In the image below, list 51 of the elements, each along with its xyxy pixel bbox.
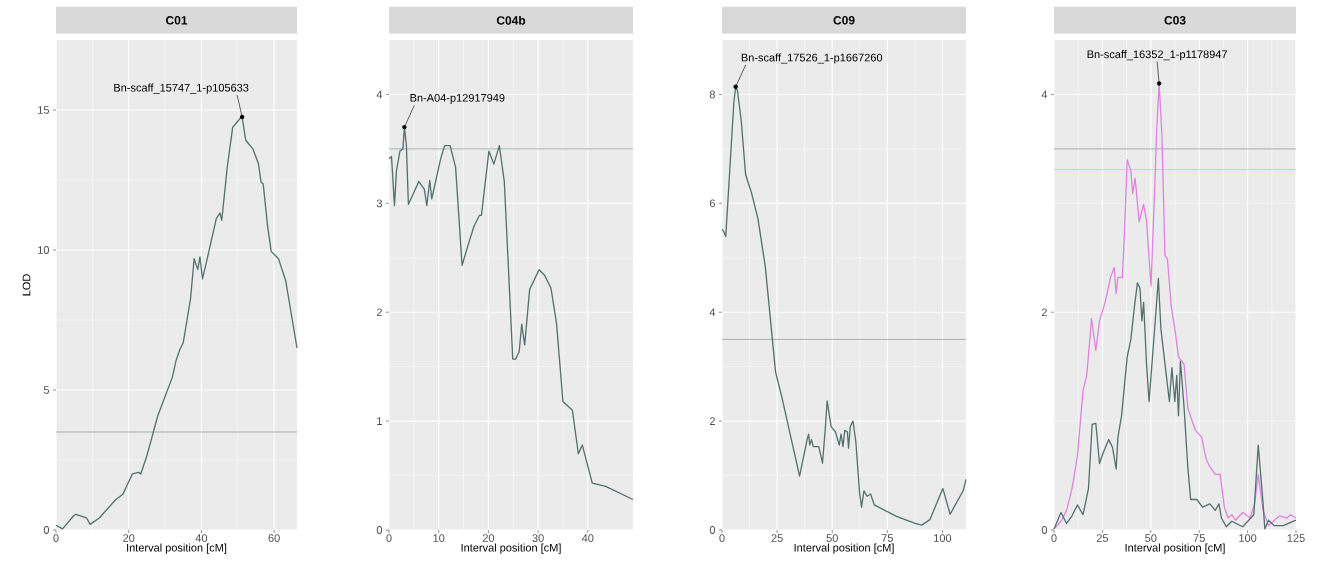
x-axis-title: Interval position [cM] — [1125, 543, 1225, 554]
chart-title: C04b — [496, 15, 526, 25]
y-tick-label: 3 — [376, 199, 382, 208]
chart-title: C03 — [1164, 16, 1186, 25]
y-tick-label: 1 — [377, 417, 382, 425]
chart-title: C01 — [165, 16, 188, 25]
y-tick-label: 2 — [376, 308, 382, 317]
x-tick-label: 100 — [1239, 534, 1257, 542]
x-tick-label: 0 — [53, 534, 59, 542]
x-tick-label: 0 — [386, 534, 392, 542]
annotation: Bn-scaff_15747_1-p105633 — [114, 83, 249, 94]
x-tick-label: 10 — [433, 534, 445, 542]
y-tick-label: 4 — [376, 90, 383, 99]
annotation: Bn-A04-p12917949 — [410, 93, 505, 104]
y-tick-label: 4 — [709, 308, 716, 316]
y-tick-label: 8 — [709, 90, 715, 99]
x-axis-title: Interval position [cM] — [127, 543, 227, 554]
x-tick-label: 40 — [195, 534, 208, 542]
x-axis-title: Interval position [cM] — [794, 543, 894, 554]
line-series — [1053, 277, 1297, 530]
x-tick-label: 30 — [532, 534, 544, 542]
y-tick-label: 0 — [1041, 526, 1048, 534]
x-tick-label: 50 — [826, 534, 838, 542]
y-axis-title: LOD — [22, 274, 31, 296]
x-tick-label: 100 — [934, 534, 952, 542]
y-tick-label: 0 — [43, 526, 50, 534]
x-tick-label: 20 — [482, 534, 495, 542]
x-axis-title: Interval position [cM] — [461, 543, 561, 554]
x-tick-label: 0 — [719, 534, 725, 542]
y-tick-label: 15 — [38, 106, 50, 114]
y-tick-label: 10 — [38, 246, 50, 254]
y-tick-label: 0 — [709, 526, 716, 534]
x-tick-label: 25 — [1096, 534, 1109, 542]
x-tick-label: 125 — [1287, 534, 1305, 542]
x-tick-label: 40 — [581, 534, 594, 542]
y-tick-label: 2 — [1041, 308, 1047, 317]
x-tick-label: 60 — [268, 534, 280, 542]
x-tick-label: 20 — [123, 534, 135, 542]
chart-title: C09 — [833, 16, 855, 25]
y-tick-label: 2 — [709, 417, 715, 425]
y-tick-label: 4 — [1041, 90, 1048, 99]
annotation: Bn-scaff_16352_1-p1178947 — [1087, 50, 1227, 61]
y-tick-label: 6 — [709, 199, 715, 208]
x-tick-label: 75 — [881, 534, 893, 542]
x-tick-label: 0 — [1051, 534, 1057, 542]
x-tick-label: 50 — [1145, 534, 1157, 542]
x-tick-label: 25 — [771, 534, 783, 542]
y-tick-label: 0 — [376, 526, 383, 534]
y-tick-label: 5 — [43, 386, 50, 394]
annotation: Bn-scaff_17526_1-p1667260 — [741, 53, 883, 64]
x-tick-label: 75 — [1193, 534, 1205, 542]
